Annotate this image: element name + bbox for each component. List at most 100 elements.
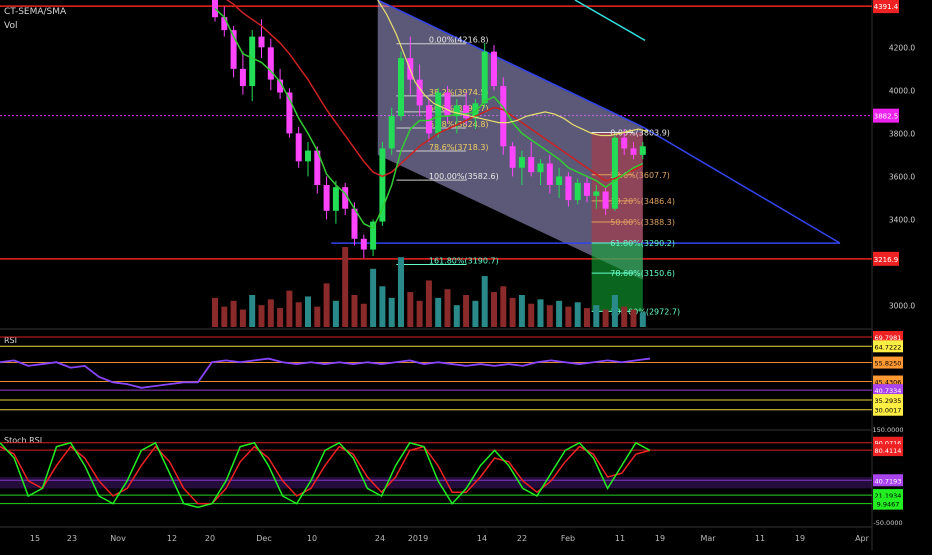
candle-body — [230, 30, 237, 69]
volume-bar — [342, 247, 349, 327]
volume-bar — [332, 300, 339, 327]
fib-level-label: 0.00%(3803.9) — [610, 129, 670, 138]
price-tick-label: 4000.0 — [889, 86, 915, 95]
candle-body — [332, 187, 339, 211]
volume-title: Vol — [4, 21, 18, 31]
candle-body — [546, 163, 553, 186]
volume-bar — [518, 295, 525, 327]
volume-bar — [249, 295, 256, 327]
price-tick-label: 3600.0 — [889, 172, 915, 181]
volume-bar — [453, 305, 460, 327]
candle-body — [639, 146, 646, 155]
volume-bar — [221, 306, 228, 327]
candle-body — [249, 36, 256, 87]
rsi-badge-label: 45.4306 — [875, 379, 902, 387]
volume-bar — [277, 308, 284, 327]
rsi-badge — [873, 340, 903, 353]
candle-body — [518, 157, 525, 168]
stoch-badge-label: 80.4114 — [875, 447, 902, 455]
candle-body — [584, 182, 590, 196]
price-tick-label: 4200.0 — [889, 43, 915, 52]
fib-level-label: 38.20%(3486.4) — [610, 197, 675, 206]
stoch-tick-label: -50.0000 — [873, 519, 902, 527]
rsi-title: RSI — [4, 336, 17, 345]
channel-upper-edge — [377, 0, 644, 128]
fib-level-label: 23.6%(3607.7) — [610, 171, 670, 180]
volume-bar — [593, 305, 600, 327]
candle-body — [221, 17, 228, 31]
rsi-badge-label: 35.2935 — [875, 397, 902, 405]
time-tick-label: 19 — [655, 534, 665, 543]
volume-bar — [295, 302, 302, 327]
volume-bar — [444, 289, 451, 327]
volume-bar — [500, 286, 507, 327]
fib-level-label: 38.2%(3974.5) — [429, 88, 489, 97]
volume-bar — [360, 303, 367, 327]
volume-bar — [398, 257, 404, 327]
volume-bar — [602, 309, 609, 327]
fib-level-label: 100.00%(2972.7) — [610, 307, 680, 316]
volume-bar — [528, 303, 535, 327]
volume-bar — [286, 290, 293, 327]
candle-body — [286, 92, 293, 134]
candle-body — [463, 105, 470, 119]
stoch-band — [0, 477, 872, 489]
sma-line — [226, 0, 644, 182]
rsi-badge — [873, 403, 903, 416]
candle-body — [630, 148, 637, 155]
volume-bar — [388, 297, 395, 327]
price-badge-label: 3882.5 — [874, 113, 899, 121]
time-tick-label: 12 — [167, 534, 177, 543]
candle-body — [556, 176, 563, 186]
stoch-k-line — [0, 441, 651, 509]
volume-bar — [267, 299, 274, 327]
time-tick-label: 19 — [795, 534, 805, 543]
time-tick-label: 11 — [615, 534, 625, 543]
rsi-badge-label: 30.0017 — [875, 407, 902, 415]
candle-body — [314, 150, 321, 186]
volume-bar — [481, 276, 488, 327]
rsi-line — [0, 357, 651, 389]
candle-body — [444, 92, 451, 117]
price-tick-label: 3800.0 — [889, 129, 915, 138]
candle-body — [295, 133, 302, 162]
time-tick-label: 2019 — [408, 534, 428, 543]
volume-bar — [416, 300, 423, 327]
volume-bar — [463, 295, 470, 327]
rsi-badge — [873, 356, 903, 369]
volume-bar — [537, 299, 544, 327]
time-tick-label: Mar — [700, 534, 716, 543]
fib-level-label: 0.00%(4216.8) — [429, 36, 489, 45]
candle-body — [509, 146, 516, 168]
candle-body — [574, 182, 581, 201]
price-tick-label: 3000.0 — [889, 301, 915, 310]
time-tick-label: 14 — [477, 534, 487, 543]
fib-level-label: 78.6%(3718.3) — [429, 143, 489, 152]
candle-body — [453, 105, 460, 117]
candle-body — [481, 51, 488, 104]
candle-body — [370, 221, 377, 250]
rsi-badge-label: 69.7981 — [875, 334, 902, 342]
price-badge — [873, 108, 899, 123]
time-tick-label: Apr — [855, 534, 870, 543]
rsi-badge-label: 55.8250 — [875, 360, 902, 368]
time-tick-label: Nov — [110, 534, 126, 543]
candle-body — [267, 47, 274, 80]
volume-bar — [621, 306, 628, 327]
price-badge-label: 4391.4 — [874, 3, 899, 11]
candle-body — [435, 92, 442, 134]
volume-bar — [574, 302, 581, 327]
volume-bar — [584, 308, 590, 327]
candle-body — [388, 116, 395, 149]
fib-level-label: 78.60%(3150.6) — [610, 269, 675, 278]
volume-bar — [639, 312, 646, 327]
stoch-badge-label: 40.7193 — [875, 477, 902, 485]
fib-level-label: 61.80%(3290.2) — [610, 239, 675, 248]
candle-body — [565, 176, 572, 201]
rsi-tick-label: 150.0000 — [872, 426, 903, 434]
volume-bar — [212, 297, 218, 327]
fib-level-label: 50.00%(3388.3) — [610, 218, 675, 227]
time-tick-label: 15 — [30, 534, 40, 543]
